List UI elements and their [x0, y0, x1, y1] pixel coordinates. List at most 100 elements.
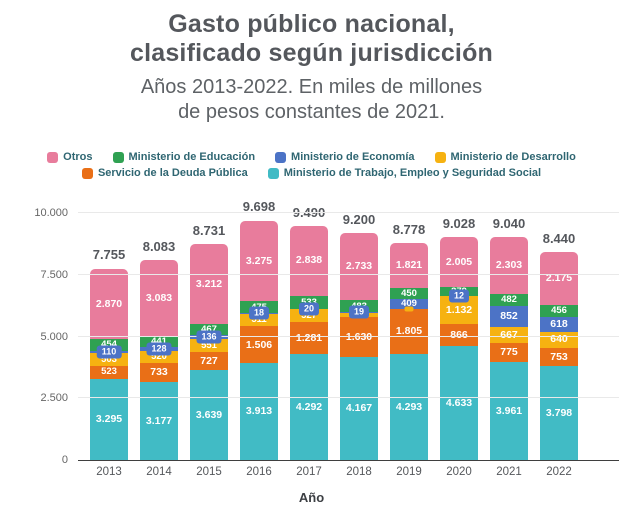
- bar-segment-ministerio-de-econom-a: 128: [140, 342, 178, 356]
- legend-label: Ministerio de Desarrollo: [450, 151, 576, 163]
- bar-segment-label: 3.295: [95, 413, 123, 426]
- y-tick-label: 0: [61, 454, 68, 466]
- legend-item-otros: Otros: [47, 151, 93, 163]
- bar-segment-label: 136: [196, 330, 222, 344]
- bar-segment-ministerio-de-educaci-n: 441: [140, 336, 178, 348]
- gridline: [78, 335, 619, 337]
- chart-subtitle: Años 2013-2022. En miles de millones de …: [10, 75, 613, 125]
- bar-total-label: 7.755: [92, 247, 126, 263]
- bar-segment-ministerio-de-desarrollo: 640: [540, 331, 578, 348]
- bar-segment-servicio-de-la-deuda-p-blica: 775: [490, 343, 528, 363]
- x-axis-title: Año: [298, 490, 325, 505]
- bar-segment-otros: 2.175: [540, 251, 578, 306]
- bar-stack: 1.821 450 409 1.805 4.293: [390, 242, 428, 460]
- bar-segment-label: 456: [551, 305, 567, 317]
- legend-label: Otros: [63, 151, 93, 163]
- bar-segment-otros: 3.275: [240, 220, 278, 302]
- bar-segment-label: 551: [201, 339, 217, 351]
- bar-segment-label: 19: [348, 305, 370, 319]
- legend-swatch-icon: [47, 151, 59, 163]
- gridline: [78, 273, 619, 275]
- bar-segment-label: 3.275: [245, 254, 273, 267]
- bar-total-label: 8.731: [192, 223, 226, 239]
- legend-swatch-icon: [434, 151, 446, 163]
- bar-group-2015: 8.731 3.212 467 136 551 727 3.639: [190, 213, 228, 460]
- bar-segment-label: 482: [501, 293, 517, 305]
- bar-segment-label: 1.805: [395, 325, 423, 338]
- bar-segment-ministerio-de-trabajo-empleo-y-seguridad-social: 4.633: [440, 345, 478, 460]
- bar-segment-servicio-de-la-deuda-p-blica: 1.506: [240, 326, 278, 364]
- bar-segment-label: 640: [550, 333, 568, 346]
- bar-stack: 2.175 456 618 640 753 3.798: [540, 251, 578, 460]
- bar-segment-label: 110: [96, 345, 122, 359]
- bar-stack: 2.005379121.1328664.633: [440, 237, 478, 460]
- chart-title: Gasto público nacional, clasificado segú…: [10, 10, 613, 68]
- bar-segment-otros: 2.733: [340, 232, 378, 301]
- bar-segment-ministerio-de-educaci-n: 450: [390, 287, 428, 300]
- bar-segment-ministerio-de-econom-a: 618: [540, 316, 578, 332]
- bar-segment-label: 503: [101, 353, 117, 365]
- bar-segment-otros: 3.083: [140, 260, 178, 337]
- x-tick-label: 2021: [496, 466, 522, 478]
- x-tick-label: 2017: [296, 466, 322, 478]
- bar-segment-label: 3.913: [245, 405, 273, 418]
- legend-item-ministerio-de-trabajo-empleo-y-seguridad-social: Ministerio de Trabajo, Empleo y Segurida…: [267, 167, 541, 179]
- bar-segment-ministerio-de-trabajo-empleo-y-seguridad-social: 3.913: [240, 363, 278, 460]
- bar-total-label: 9.200: [342, 211, 376, 227]
- bar-segment-label: 1.630: [345, 330, 373, 343]
- bar-segment-label: 4.292: [295, 400, 323, 413]
- bar-segment-ministerio-de-educaci-n: 454: [90, 339, 128, 351]
- x-tick-label: 2019: [396, 466, 422, 478]
- y-tick-label: 2.500: [40, 392, 68, 405]
- bar-segment-label: 3.961: [495, 404, 523, 417]
- bar-segment-label: 667: [500, 330, 518, 341]
- legend-swatch-icon: [112, 151, 124, 163]
- bar-segment-ministerio-de-trabajo-empleo-y-seguridad-social: 3.798: [540, 366, 578, 460]
- bar-segment-ministerio-de-trabajo-empleo-y-seguridad-social: 3.961: [490, 362, 528, 460]
- bar-segment-servicio-de-la-deuda-p-blica: 733: [140, 363, 178, 382]
- legend-item-ministerio-de-econom-a: Ministerio de Economía: [275, 151, 415, 163]
- bar-segment-label: 1.132: [445, 303, 473, 316]
- bars: 7.755 2.870 454110503523 3.295 8.083 3.083 441…: [78, 199, 619, 460]
- x-tick-label: 2020: [446, 466, 472, 478]
- bar-total-label: 8.778: [392, 221, 426, 237]
- bar-segment-label: 520: [151, 351, 167, 363]
- bar-stack: 2.870 454110503523 3.295: [90, 268, 128, 460]
- bar-segment-label: 1.506: [245, 338, 273, 351]
- legend-label: Servicio de la Deuda Pública: [97, 167, 248, 179]
- bar-segment-marker: [404, 306, 414, 312]
- bar-segment-label: 3.212: [195, 277, 223, 290]
- bar-segment-label: 2.838: [295, 254, 323, 267]
- y-tick-label: 10.000: [34, 207, 68, 219]
- bar-segment-label: 2.870: [95, 297, 123, 310]
- bar-segment-label: 128: [146, 342, 172, 356]
- bar-segment-label: 441: [151, 337, 167, 347]
- bar-segment-otros: 1.821: [390, 242, 428, 288]
- bar-segment-label: 2.005: [445, 255, 473, 268]
- bar-total-label: 9.040: [492, 215, 526, 231]
- legend-swatch-icon: [267, 167, 279, 179]
- bar-segment-label: 409: [401, 298, 417, 310]
- bar-stack: 2.303 482 852 667 775 3.961: [490, 236, 528, 460]
- x-tick-label: 2014: [146, 466, 172, 478]
- gridline: [78, 397, 619, 399]
- bar-segment-otros: 2.838: [290, 225, 328, 296]
- y-tick-label: 5.000: [40, 330, 68, 343]
- y-tick-label: 7.500: [40, 268, 68, 281]
- bar-segment-label: 523: [101, 366, 117, 378]
- bar-segment-servicio-de-la-deuda-p-blica: 1.281: [290, 322, 328, 354]
- bar-segment-servicio-de-la-deuda-p-blica: 753: [540, 347, 578, 367]
- bar-segment-ministerio-de-educaci-n: 456: [540, 305, 578, 317]
- bar-segment-label: 3.083: [145, 292, 173, 305]
- chart-legend: Otros Ministerio de Educación Ministerio d…: [0, 151, 623, 179]
- bar-segment-servicio-de-la-deuda-p-blica: 866: [440, 324, 478, 346]
- plot-area: 7.755 2.870 454110503523 3.295 8.083 3.083 441…: [34, 199, 619, 466]
- bar-segment-label: 775: [500, 346, 518, 359]
- bar-group-2021: 9.040 2.303 482 852 667 775 3.961: [490, 213, 528, 460]
